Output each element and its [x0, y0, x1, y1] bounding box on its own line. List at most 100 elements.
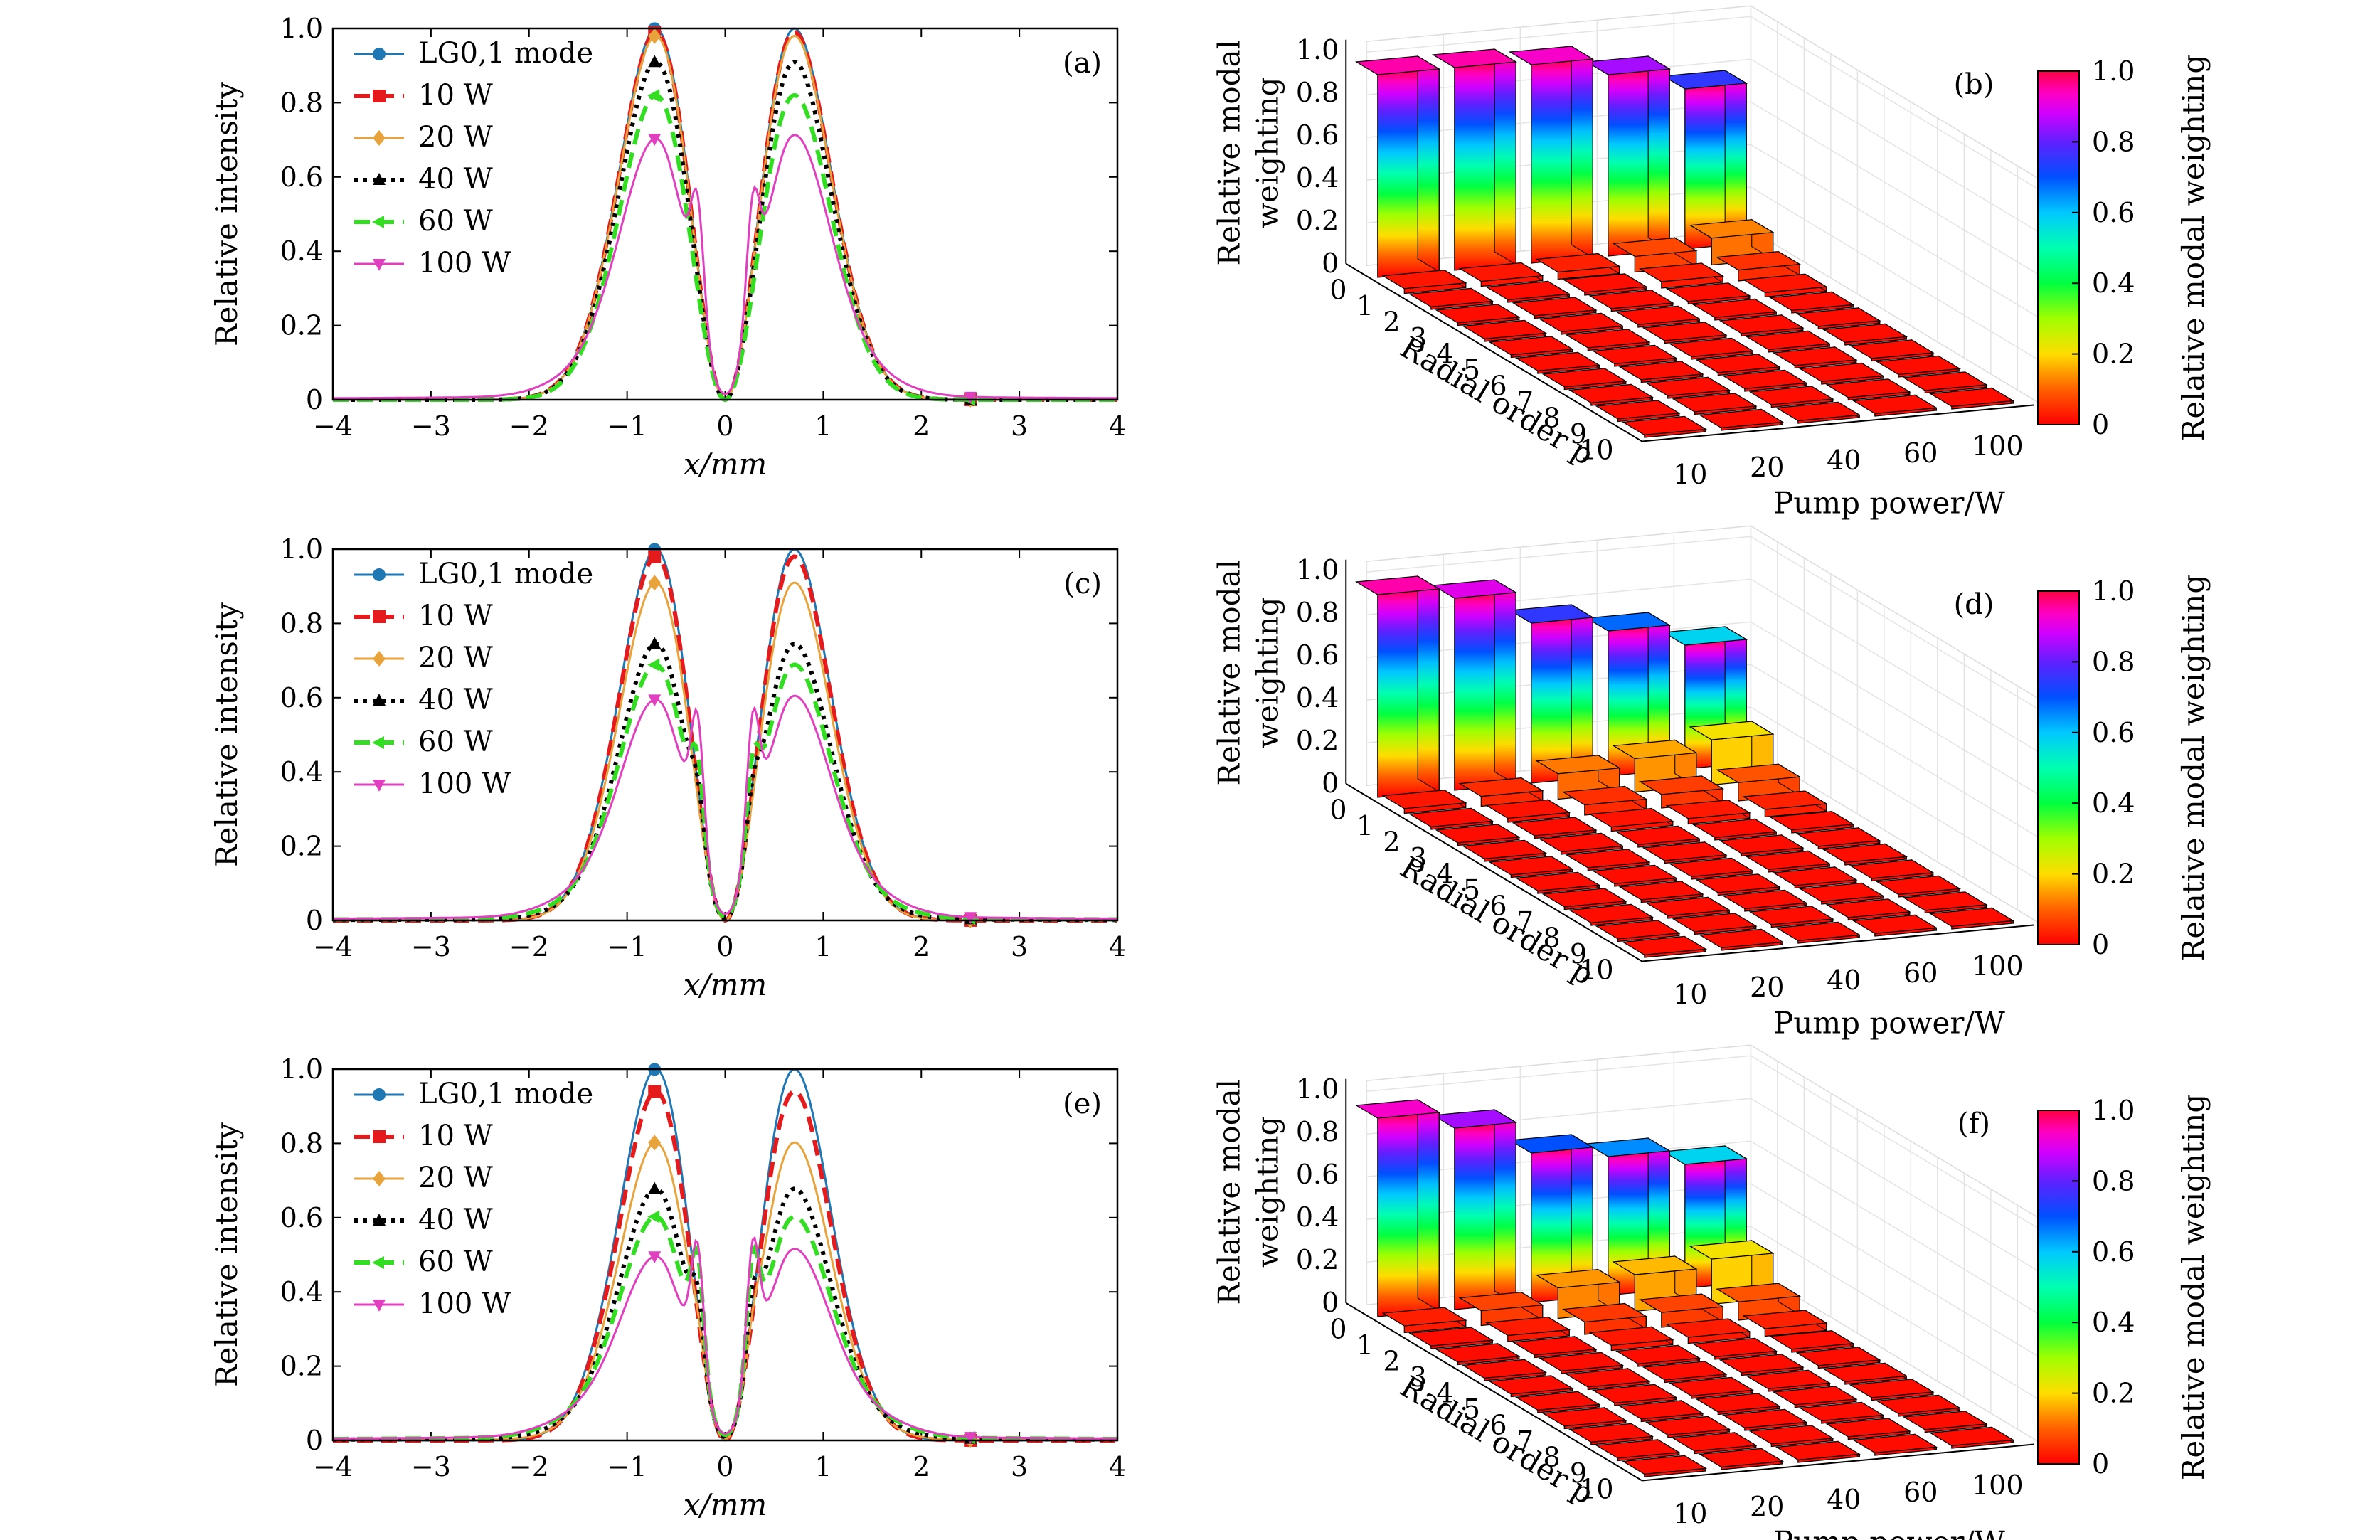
power-tick-label: 40: [1827, 965, 1861, 996]
bar-top-face: [1672, 913, 1758, 933]
colorbar-rect: [2037, 590, 2080, 945]
line-chart-a: −4 −3 −2 −1 0 1 2 3 4 0 0.2 0.4 0.6 0.8 1.0 x/mm Relativ…: [209, 13, 1126, 482]
z-tick-label: 0: [1322, 248, 1339, 279]
bar-top-face: [1902, 371, 1988, 391]
bar-top-face: [1825, 1418, 1911, 1438]
base-edges: [1345, 1302, 2034, 1482]
bar-20W-p4: [1538, 1352, 1625, 1374]
bar-100W-p0: [1662, 69, 1748, 250]
legend-label-2: 20 W: [418, 121, 493, 154]
bar-20W-p3: [1512, 816, 1598, 839]
bar-top-face: [1715, 1283, 1802, 1302]
y-tick-label: 0.6: [280, 682, 323, 713]
series-marker-4: [647, 658, 660, 671]
bar-top-face: [1461, 319, 1548, 340]
bar-40W-p3: [1588, 289, 1674, 312]
colorbar-rect: [2037, 70, 2080, 425]
grid-line: [1366, 536, 1751, 573]
bar-20W-p6: [1591, 864, 1678, 887]
bar-top-face: [1588, 1326, 1674, 1347]
bar-10W-p8: [1568, 903, 1654, 926]
bar-100W-p6: [1822, 323, 1908, 346]
bar-60W-p1: [1612, 739, 1698, 793]
legend-label-0: LG0,1 mode: [418, 558, 593, 590]
bar-100W-p3: [1742, 273, 1828, 298]
bar-10W-p4: [1461, 1359, 1548, 1381]
bar-60W-p2: [1638, 262, 1725, 289]
y-tick-label: 0.8: [280, 1127, 323, 1159]
z-tick-label: 0.8: [1296, 597, 1339, 628]
power-tick-label: 40: [1827, 1484, 1861, 1515]
bar-top-face: [1665, 800, 1751, 819]
bar-40W-p7: [1695, 1392, 1781, 1416]
p-tick-label: 10: [1579, 955, 1613, 986]
colorbar-tick-label: 0.4: [2092, 267, 2135, 299]
bar-10W-p3: [1435, 1342, 1521, 1366]
y-tick-label: 0.8: [280, 87, 323, 118]
legend-marker-5: [373, 780, 386, 792]
bar-top-face: [1718, 314, 1805, 334]
bar-top-face: [1748, 1425, 1834, 1445]
bar-top-face: [1768, 1330, 1855, 1350]
x-tick-label: −2: [509, 1451, 549, 1482]
bar-side-face: [1647, 55, 1670, 252]
bar-top-face: [1618, 881, 1704, 901]
bar-10W-p3: [1435, 303, 1521, 326]
bar-top-face: [1748, 906, 1834, 925]
bar-top-face: [1715, 251, 1802, 271]
bar-60W-p6: [1745, 330, 1832, 353]
bar-10W-p2: [1408, 1327, 1494, 1349]
bar-20W-p10: [1698, 1448, 1785, 1470]
bar-top-face: [1672, 393, 1758, 413]
bar-20W-p5: [1565, 1367, 1651, 1391]
bar-top-face: [1484, 280, 1571, 301]
power-tick-label: 20: [1750, 1491, 1784, 1522]
bar-60W-p3: [1665, 799, 1751, 825]
bar-100W-p3: [1742, 790, 1828, 818]
bar-top-face: [1902, 891, 1988, 911]
bar-top-face: [1798, 1401, 1885, 1422]
colorbar-tick-label: 0.4: [2092, 1307, 2135, 1338]
grid-line: [1750, 16, 2045, 193]
y-tick-label: 0: [306, 1425, 323, 1456]
bar-top-face: [1691, 298, 1778, 319]
bar-top-face: [1458, 1292, 1544, 1312]
bar-top-face: [1591, 1384, 1678, 1404]
panel-label: (b): [1954, 68, 1994, 101]
colorbar-tick-label: 1.0: [2092, 575, 2135, 607]
bar-top-face: [1689, 219, 1775, 239]
colorbar: 0 0.2 0.4 0.6 0.8 1.0 Relative modal weighting: [2037, 1094, 2211, 1480]
bar-60W-p8: [1798, 1401, 1885, 1424]
x-tick-label: 2: [913, 931, 930, 962]
bar-top-face: [1512, 817, 1598, 837]
bar-60W-p4: [1691, 818, 1778, 841]
bar-60W-p8: [1798, 362, 1885, 385]
bar-10W-p9: [1595, 919, 1681, 942]
z-axis-label-line: Relative modal: [1211, 1079, 1246, 1305]
bar-top-face: [1665, 282, 1751, 302]
bar-top-face: [1541, 888, 1627, 908]
legend-label-2: 20 W: [418, 642, 493, 674]
colorbar-tick-label: 0: [2092, 409, 2109, 440]
y-tick-label: 0.4: [280, 1276, 323, 1307]
p-tick-label: 9: [1570, 1457, 1587, 1489]
bar-10W-p2: [1408, 807, 1494, 830]
bar-10W-p4: [1461, 319, 1548, 342]
bar-top-face: [1615, 305, 1701, 326]
p-tick-label: 8: [1543, 1442, 1560, 1473]
y-tick-label: 0.2: [280, 1351, 323, 1382]
grid-line: [1750, 578, 2045, 756]
series-marker-5: [648, 694, 662, 707]
colorbar-tick-label: 0.2: [2092, 1378, 2135, 1409]
bar-top-face: [1565, 849, 1651, 869]
bar-40W-p5: [1642, 321, 1728, 344]
bar-20W-p10: [1698, 928, 1785, 951]
p-tick-label: 7: [1516, 1425, 1534, 1457]
bar-chart-f: 0 0.2 0.4 0.6 0.8 1.0 Relative modal weighting 0…: [1211, 1044, 2211, 1540]
bar-top-face: [1621, 415, 1708, 436]
colorbar-rect: [2037, 1110, 2080, 1465]
bar-100W-p5: [1795, 1346, 1881, 1369]
z-tick-label: 0: [1322, 768, 1339, 799]
bar-top-face: [1585, 55, 1672, 75]
bar-top-face: [1721, 889, 1808, 910]
